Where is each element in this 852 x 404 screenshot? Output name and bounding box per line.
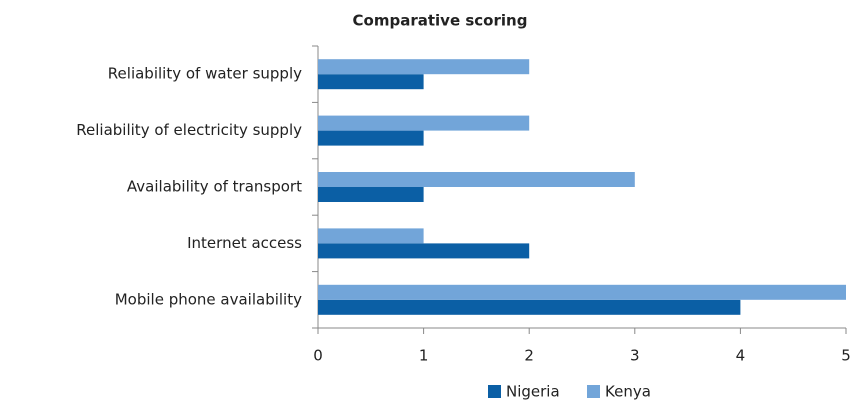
y-tick-label: Availability of transport	[127, 178, 302, 196]
bar	[318, 243, 530, 259]
legend-swatch	[587, 385, 600, 398]
bar	[318, 187, 424, 202]
bar	[318, 130, 424, 146]
bar	[318, 228, 424, 244]
y-tick-label: Internet access	[187, 234, 302, 252]
bar	[318, 172, 635, 187]
y-tick-label: Mobile phone availability	[115, 290, 302, 308]
x-tick-label: 3	[630, 347, 640, 365]
bar	[318, 115, 530, 131]
x-tick-label: 2	[524, 347, 534, 365]
y-tick-label: Reliability of electricity supply	[76, 121, 302, 139]
chart-title: Comparative scoring	[353, 12, 528, 30]
legend-label: Nigeria	[506, 383, 560, 401]
bar	[318, 59, 530, 75]
bar	[318, 74, 424, 90]
bar	[318, 299, 741, 315]
y-tick-label: Reliability of water supply	[108, 65, 302, 83]
legend-swatch	[488, 385, 501, 398]
x-tick-label: 0	[313, 347, 323, 365]
x-tick-label: 4	[736, 347, 746, 365]
legend-label: Kenya	[605, 383, 651, 401]
x-tick-label: 1	[419, 347, 429, 365]
bar	[318, 284, 846, 300]
x-tick-label: 5	[841, 347, 851, 365]
